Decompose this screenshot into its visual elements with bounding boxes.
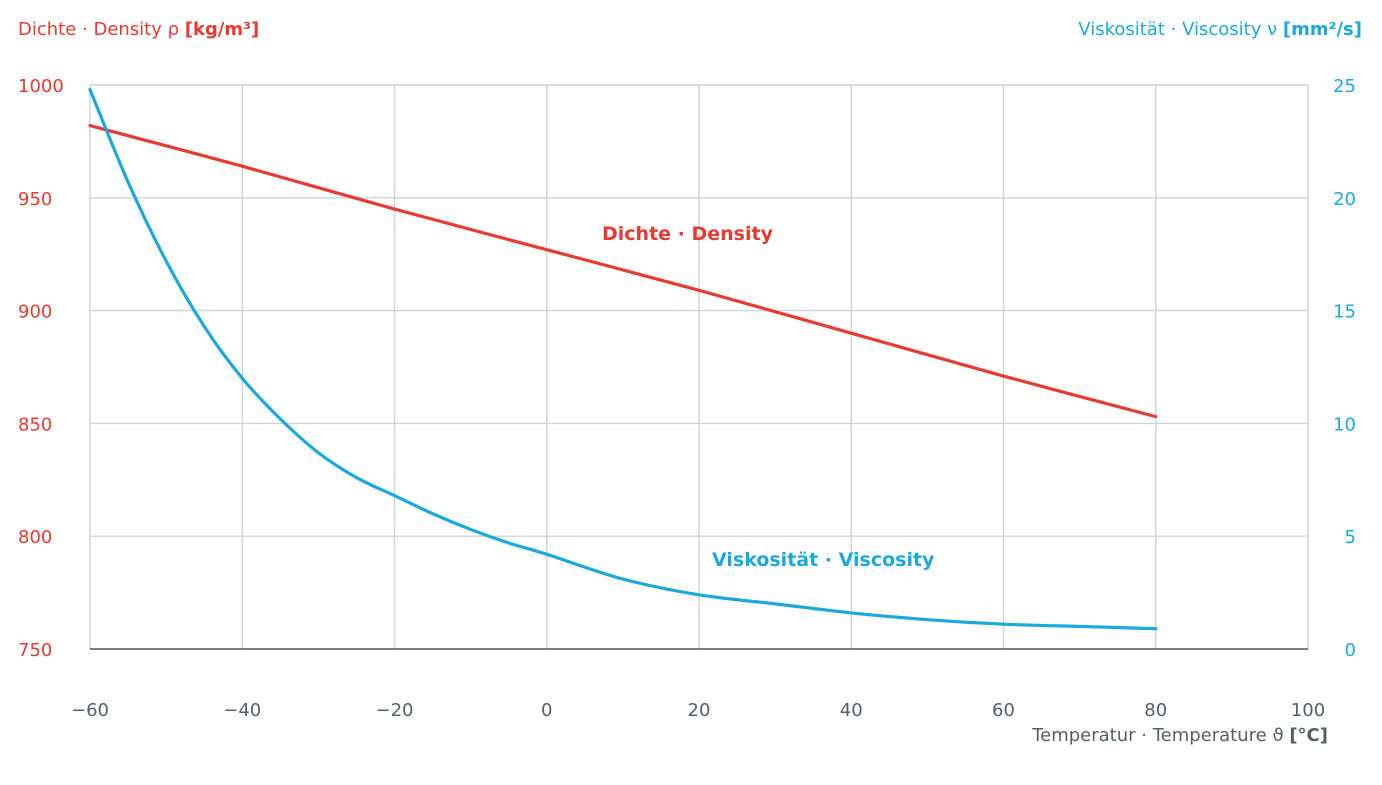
right-tick-labels: 0 5 10 15 20 25 <box>1333 76 1356 661</box>
x-axis-title-main: Temperatur · Temperature ϑ <box>1031 725 1289 746</box>
viscosity-line <box>88 87 1158 631</box>
left-tick-label: 800 <box>18 527 52 548</box>
left-axis-title: Dichte · Density ρ [kg/m³] <box>18 19 259 40</box>
left-tick-label: 950 <box>18 189 52 210</box>
left-tick-labels: 750 800 850 900 950 1000 <box>18 76 64 661</box>
x-axis-title: Temperatur · Temperature ϑ [°C] <box>1031 725 1328 746</box>
left-axis-title-main: Dichte · Density ρ <box>18 19 185 40</box>
right-tick-label: 0 <box>1345 640 1356 661</box>
x-tick-label: 40 <box>840 700 863 721</box>
density-series-label: Dichte · Density <box>602 223 774 245</box>
right-axis-title-main: Viskosität · Viscosity ν <box>1078 19 1283 40</box>
x-tick-label: 0 <box>541 700 552 721</box>
grid <box>89 84 1309 650</box>
x-axis-title-unit: [°C] <box>1289 725 1328 746</box>
right-tick-label: 10 <box>1333 414 1356 435</box>
density-line <box>88 124 1158 419</box>
x-tick-labels: −60 −40 −20 0 20 40 60 80 100 <box>71 700 1325 721</box>
series-group <box>88 87 1158 631</box>
x-tick-label: 80 <box>1144 700 1167 721</box>
x-tick-label: −60 <box>71 700 109 721</box>
x-tick-label: 20 <box>688 700 711 721</box>
x-tick-label: 60 <box>992 700 1015 721</box>
x-tick-label: −20 <box>376 700 414 721</box>
left-tick-label: 750 <box>18 640 52 661</box>
right-axis-title: Viskosität · Viscosity ν [mm²/s] <box>1078 19 1362 40</box>
right-tick-label: 20 <box>1333 189 1356 210</box>
right-tick-label: 15 <box>1333 302 1356 323</box>
right-tick-label: 5 <box>1345 527 1356 548</box>
x-tick-label: 100 <box>1291 700 1325 721</box>
viscosity-series-label: Viskosität · Viscosity <box>712 549 935 571</box>
right-tick-label: 25 <box>1333 76 1356 97</box>
x-tick-label: −40 <box>223 700 261 721</box>
right-axis-title-unit: [mm²/s] <box>1283 19 1362 40</box>
left-tick-label: 900 <box>18 302 52 323</box>
left-tick-label: 850 <box>18 414 52 435</box>
left-axis-title-unit: [kg/m³] <box>185 19 260 40</box>
left-tick-label: 1000 <box>18 76 64 97</box>
